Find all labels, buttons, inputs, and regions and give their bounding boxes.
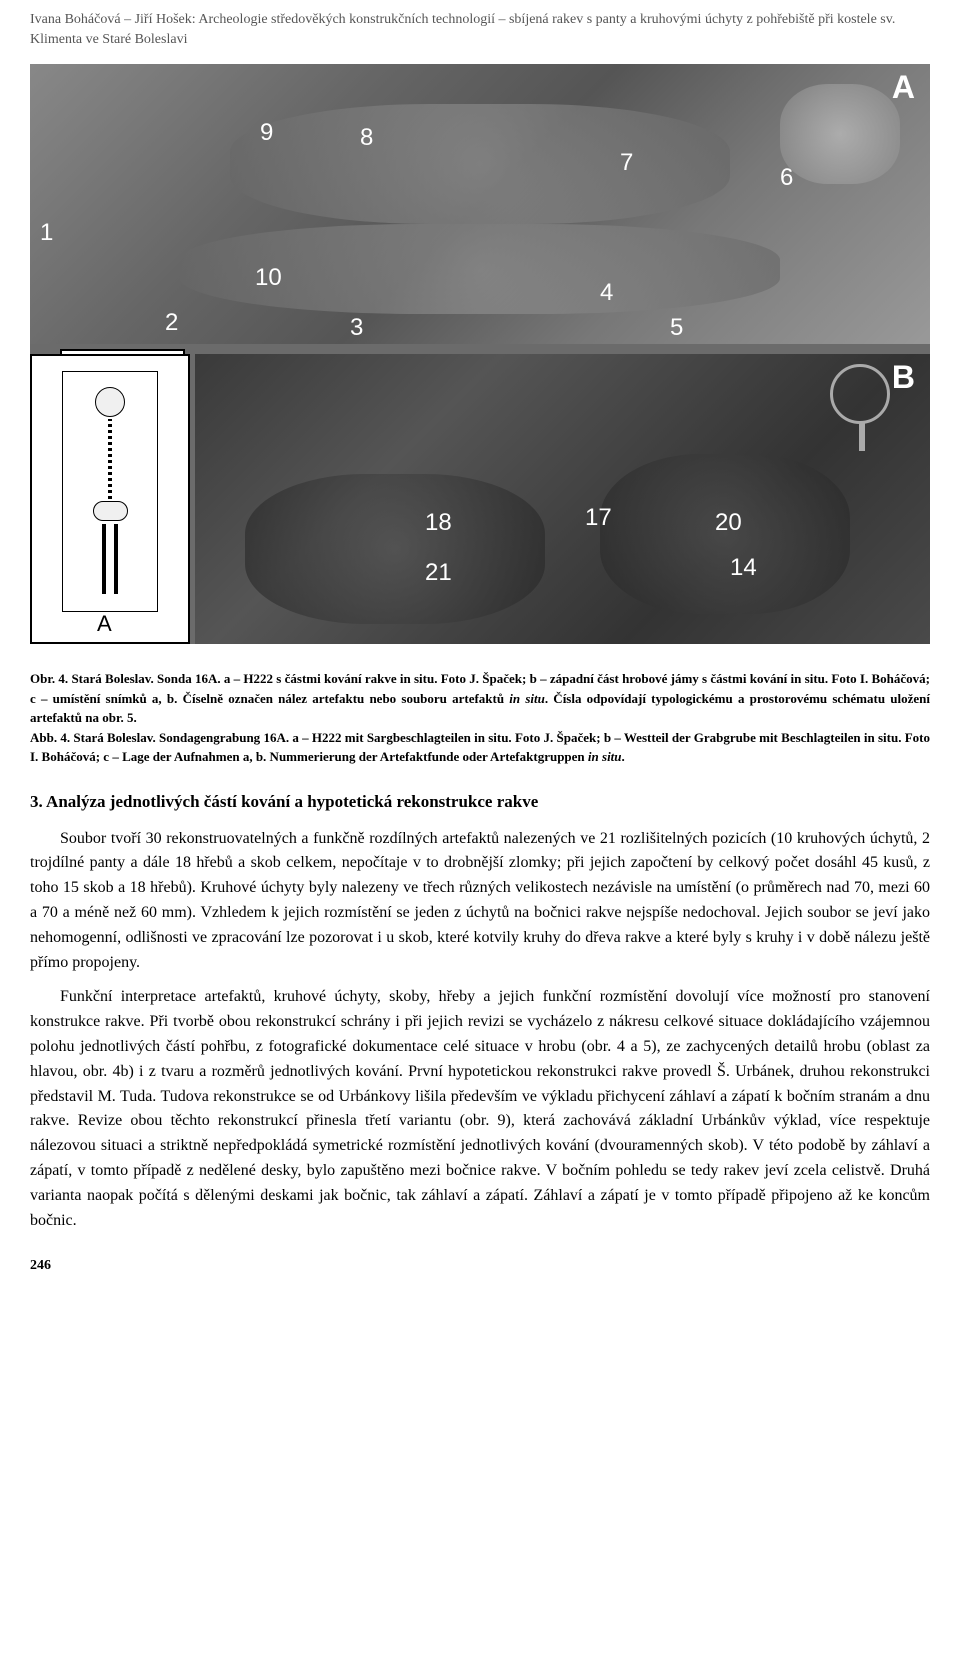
caption-cz-italic: in situ <box>509 691 545 706</box>
label-2: 2 <box>165 309 178 337</box>
spine-icon <box>108 419 112 499</box>
figure-container: A 1 2 3 4 5 6 7 8 9 10 B ↑ <box>0 54 960 654</box>
label-6: 6 <box>780 164 793 192</box>
label-8: 8 <box>360 124 373 152</box>
figure-caption: Obr. 4. Stará Boleslav. Sonda 16A. a – H… <box>0 654 960 772</box>
photo-bottom-excavation <box>195 354 930 644</box>
caption-de-1: Abb. 4. Stará Boleslav. Sondagengrabung … <box>30 730 930 765</box>
label-B-right: B <box>892 359 915 396</box>
caption-de-2: . <box>622 749 625 764</box>
label-A-top: A <box>892 69 915 106</box>
skeleton-parts <box>73 382 147 601</box>
skeleton-diagram: A <box>30 354 190 644</box>
label-10: 10 <box>255 264 282 292</box>
paragraph-2: Funkční interpretace artefaktů, kruhové … <box>0 980 960 1238</box>
label-9: 9 <box>260 119 273 147</box>
pelvis-icon <box>93 501 128 521</box>
label-4: 4 <box>600 279 613 307</box>
ring-stem-icon <box>859 421 865 451</box>
header-text: Ivana Boháčová – Jiří Hošek: Archeologie… <box>30 12 895 47</box>
label-A-diagram: A <box>97 611 112 637</box>
label-20: 20 <box>715 509 742 537</box>
label-18: 18 <box>425 509 452 537</box>
leg-left <box>102 524 106 594</box>
paragraph-1-text: Soubor tvoří 30 rekonstruovatelných a fu… <box>30 830 930 971</box>
caption-de-italic: in situ <box>588 749 622 764</box>
paragraph-2-text: Funkční interpretace artefaktů, kruhové … <box>30 988 930 1228</box>
label-1: 1 <box>40 219 53 247</box>
legs-container <box>73 524 147 594</box>
label-21: 21 <box>425 559 452 587</box>
page-number-text: 246 <box>30 1258 51 1273</box>
label-5: 5 <box>670 314 683 342</box>
paragraph-1: Soubor tvoří 30 rekonstruovatelných a fu… <box>0 822 960 981</box>
label-14: 14 <box>730 554 757 582</box>
section-heading-text: 3. Analýza jednotlivých částí kování a h… <box>30 792 538 811</box>
page-number: 246 <box>0 1238 960 1289</box>
photo-composite: A 1 2 3 4 5 6 7 8 9 10 B ↑ <box>30 64 930 644</box>
label-17: 17 <box>585 504 612 532</box>
page-header: Ivana Boháčová – Jiří Hošek: Archeologie… <box>0 0 960 54</box>
coffin-outline <box>62 371 158 612</box>
ring-artifact-icon <box>830 364 890 424</box>
label-3: 3 <box>350 314 363 342</box>
section-heading: 3. Analýza jednotlivých částí kování a h… <box>0 772 960 822</box>
skull-icon <box>95 387 125 417</box>
label-7: 7 <box>620 149 633 177</box>
leg-right <box>114 524 118 594</box>
photo-top-excavation: A 1 2 3 4 5 6 7 8 9 10 <box>30 64 930 344</box>
